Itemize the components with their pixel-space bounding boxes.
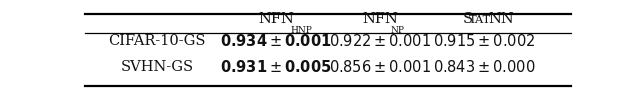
Text: $\mathbf{0.931} \pm \mathbf{0.005}$: $\mathbf{0.931} \pm \mathbf{0.005}$	[220, 59, 332, 75]
Text: $\mathbf{0.934} \pm \mathbf{0.001}$: $\mathbf{0.934} \pm \mathbf{0.001}$	[220, 33, 332, 49]
Text: $0.922 \pm 0.001$: $0.922 \pm 0.001$	[329, 33, 431, 49]
Text: NP: NP	[391, 26, 405, 35]
Text: CIFAR-10-GS: CIFAR-10-GS	[108, 34, 205, 48]
Text: $0.915 \pm 0.002$: $0.915 \pm 0.002$	[433, 33, 536, 49]
Text: HNP: HNP	[291, 26, 313, 35]
Text: $0.843 \pm 0.000$: $0.843 \pm 0.000$	[433, 59, 536, 75]
Text: SVHN-GS: SVHN-GS	[120, 60, 193, 74]
Text: $0.856 \pm 0.001$: $0.856 \pm 0.001$	[329, 59, 431, 75]
Text: NFN: NFN	[258, 12, 294, 26]
Text: TAT: TAT	[469, 15, 492, 25]
Text: NFN: NFN	[362, 12, 398, 26]
Text: S: S	[463, 12, 474, 26]
Text: NN: NN	[488, 12, 514, 26]
